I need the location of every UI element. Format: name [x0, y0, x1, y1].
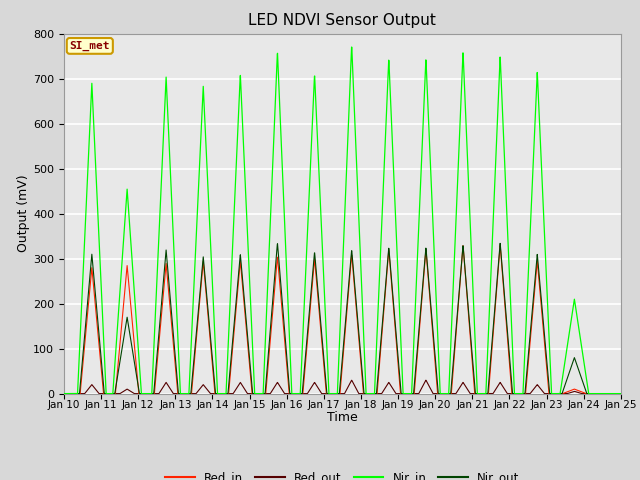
Legend: Red_in, Red_out, Nir_in, Nir_out: Red_in, Red_out, Nir_in, Nir_out [161, 466, 524, 480]
Text: SI_met: SI_met [70, 41, 110, 51]
X-axis label: Time: Time [327, 411, 358, 424]
Title: LED NDVI Sensor Output: LED NDVI Sensor Output [248, 13, 436, 28]
Y-axis label: Output (mV): Output (mV) [17, 175, 30, 252]
